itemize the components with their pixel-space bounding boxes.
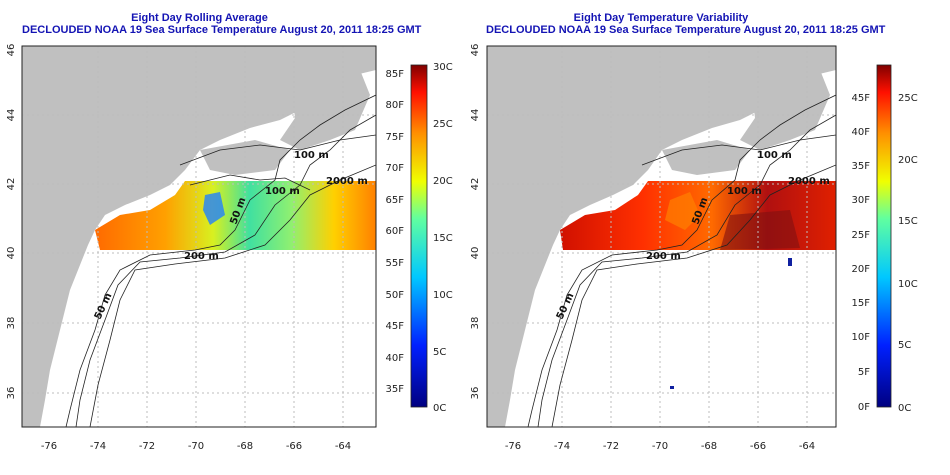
left-contour-200m: 200 m: [184, 251, 219, 262]
right-contour-100m-b: 100 m: [727, 186, 762, 197]
right-x-tick: -76: [505, 441, 521, 452]
left-x-tick: -66: [286, 441, 302, 452]
right-contour-2000m: 2000 m: [788, 176, 830, 187]
left-y-tick: 38: [6, 317, 17, 330]
left-y-axis: 36 38 40 42 44 46: [6, 44, 17, 400]
right-cb-f-label: 25F: [852, 230, 871, 241]
right-cb-f-label: 15F: [852, 298, 871, 309]
left-contour-100m-a: 100 m: [294, 150, 329, 161]
left-x-tick: -68: [237, 441, 253, 452]
left-cb-f-label: 50F: [386, 290, 405, 301]
right-cb-f-label: 20F: [852, 264, 871, 275]
left-y-tick: 46: [6, 44, 17, 57]
left-colorbar: [410, 64, 428, 408]
right-y-tick: 42: [470, 178, 481, 191]
left-contour-2000m: 2000 m: [326, 176, 368, 187]
left-sst-band: [95, 181, 376, 250]
left-colorbar-c-labels: 30C 25C 20C 15C 10C 5C 0C: [433, 62, 453, 414]
left-x-tick: -70: [188, 441, 204, 452]
left-cb-c-label: 10C: [433, 290, 453, 301]
right-y-tick: 40: [470, 247, 481, 260]
left-cb-f-label: 55F: [386, 258, 405, 269]
right-contour-200m: 200 m: [646, 251, 681, 262]
left-contour-100m-b: 100 m: [265, 186, 300, 197]
right-cb-f-label: 5F: [858, 367, 870, 378]
right-y-tick: 46: [470, 44, 481, 57]
right-cb-c-label: 0C: [898, 403, 911, 414]
left-cb-f-label: 60F: [386, 226, 405, 237]
right-x-tick: -72: [603, 441, 619, 452]
left-cb-c-label: 5C: [433, 347, 446, 358]
right-title-line1: Eight Day Temperature Variability: [573, 12, 749, 24]
right-title-line2: DECLOUDED NOAA 19 Sea Surface Temperatur…: [486, 24, 886, 36]
left-title-line2: DECLOUDED NOAA 19 Sea Surface Temperatur…: [22, 24, 422, 36]
right-cb-c-label: 10C: [898, 279, 918, 290]
left-cb-f-label: 70F: [386, 163, 405, 174]
left-y-tick: 42: [6, 178, 17, 191]
right-cb-c-label: 5C: [898, 340, 911, 351]
left-cb-f-label: 85F: [386, 69, 405, 80]
left-title-line1: Eight Day Rolling Average: [131, 12, 268, 24]
left-land: [22, 46, 376, 427]
left-y-tick: 44: [6, 109, 17, 122]
right-y-axis: 36 38 40 42 44 46: [470, 44, 481, 400]
left-cb-c-label: 20C: [433, 176, 453, 187]
right-x-tick: -66: [750, 441, 766, 452]
right-contour-100m-a: 100 m: [757, 150, 792, 161]
left-cb-f-label: 75F: [386, 132, 405, 143]
right-cb-c-label: 15C: [898, 216, 918, 227]
right-x-tick: -74: [554, 441, 570, 452]
left-cb-c-label: 15C: [433, 233, 453, 244]
left-cb-c-label: 25C: [433, 119, 453, 130]
right-y-tick: 36: [470, 387, 481, 400]
left-cb-f-label: 65F: [386, 195, 405, 206]
right-colorbar: [876, 64, 892, 408]
left-cb-c-label: 0C: [433, 403, 446, 414]
right-y-tick: 38: [470, 317, 481, 330]
left-x-axis: -76 -74 -72 -70 -68 -66 -64: [41, 441, 351, 452]
left-cb-f-label: 40F: [386, 353, 405, 364]
right-x-tick: -64: [799, 441, 815, 452]
right-x-axis: -76 -74 -72 -70 -68 -66 -64: [505, 441, 815, 452]
right-map: 100 m 2000 m 100 m 200 m 50 m 50 m: [487, 46, 836, 427]
right-colorbar-c-labels: 25C 20C 15C 10C 5C 0C: [898, 93, 918, 414]
left-colorbar-f-labels: 85F 80F 75F 70F 65F 60F 55F 50F 45F 40F …: [386, 69, 405, 395]
right-cb-f-label: 40F: [852, 127, 871, 138]
left-cb-f-label: 45F: [386, 321, 405, 332]
right-cb-f-label: 45F: [852, 93, 871, 104]
left-y-tick: 36: [6, 387, 17, 400]
left-cb-c-label: 30C: [433, 62, 453, 73]
left-x-tick: -64: [335, 441, 351, 452]
left-x-tick: -76: [41, 441, 57, 452]
right-colorbar-f-labels: 45F 40F 35F 30F 25F 20F 15F 10F 5F 0F: [852, 93, 871, 413]
left-cb-f-label: 35F: [386, 384, 405, 395]
right-land: [487, 46, 836, 427]
right-cb-c-label: 25C: [898, 93, 918, 104]
right-cb-f-label: 0F: [858, 402, 870, 413]
right-cb-c-label: 20C: [898, 155, 918, 166]
left-x-tick: -74: [90, 441, 106, 452]
right-cb-f-label: 35F: [852, 161, 871, 172]
right-x-tick: -68: [701, 441, 717, 452]
right-x-tick: -70: [652, 441, 668, 452]
right-y-tick: 44: [470, 109, 481, 122]
right-cb-f-label: 30F: [852, 195, 871, 206]
left-y-tick: 40: [6, 247, 17, 260]
left-x-tick: -72: [139, 441, 155, 452]
left-cb-f-label: 80F: [386, 100, 405, 111]
left-map: 100 m 2000 m 100 m 200 m 50 m 50 m: [22, 46, 376, 427]
right-cb-f-label: 10F: [852, 332, 871, 343]
